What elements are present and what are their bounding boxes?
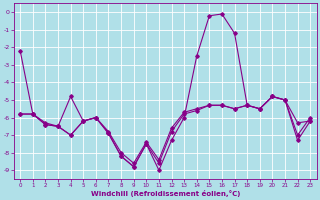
X-axis label: Windchill (Refroidissement éolien,°C): Windchill (Refroidissement éolien,°C) xyxy=(91,190,240,197)
